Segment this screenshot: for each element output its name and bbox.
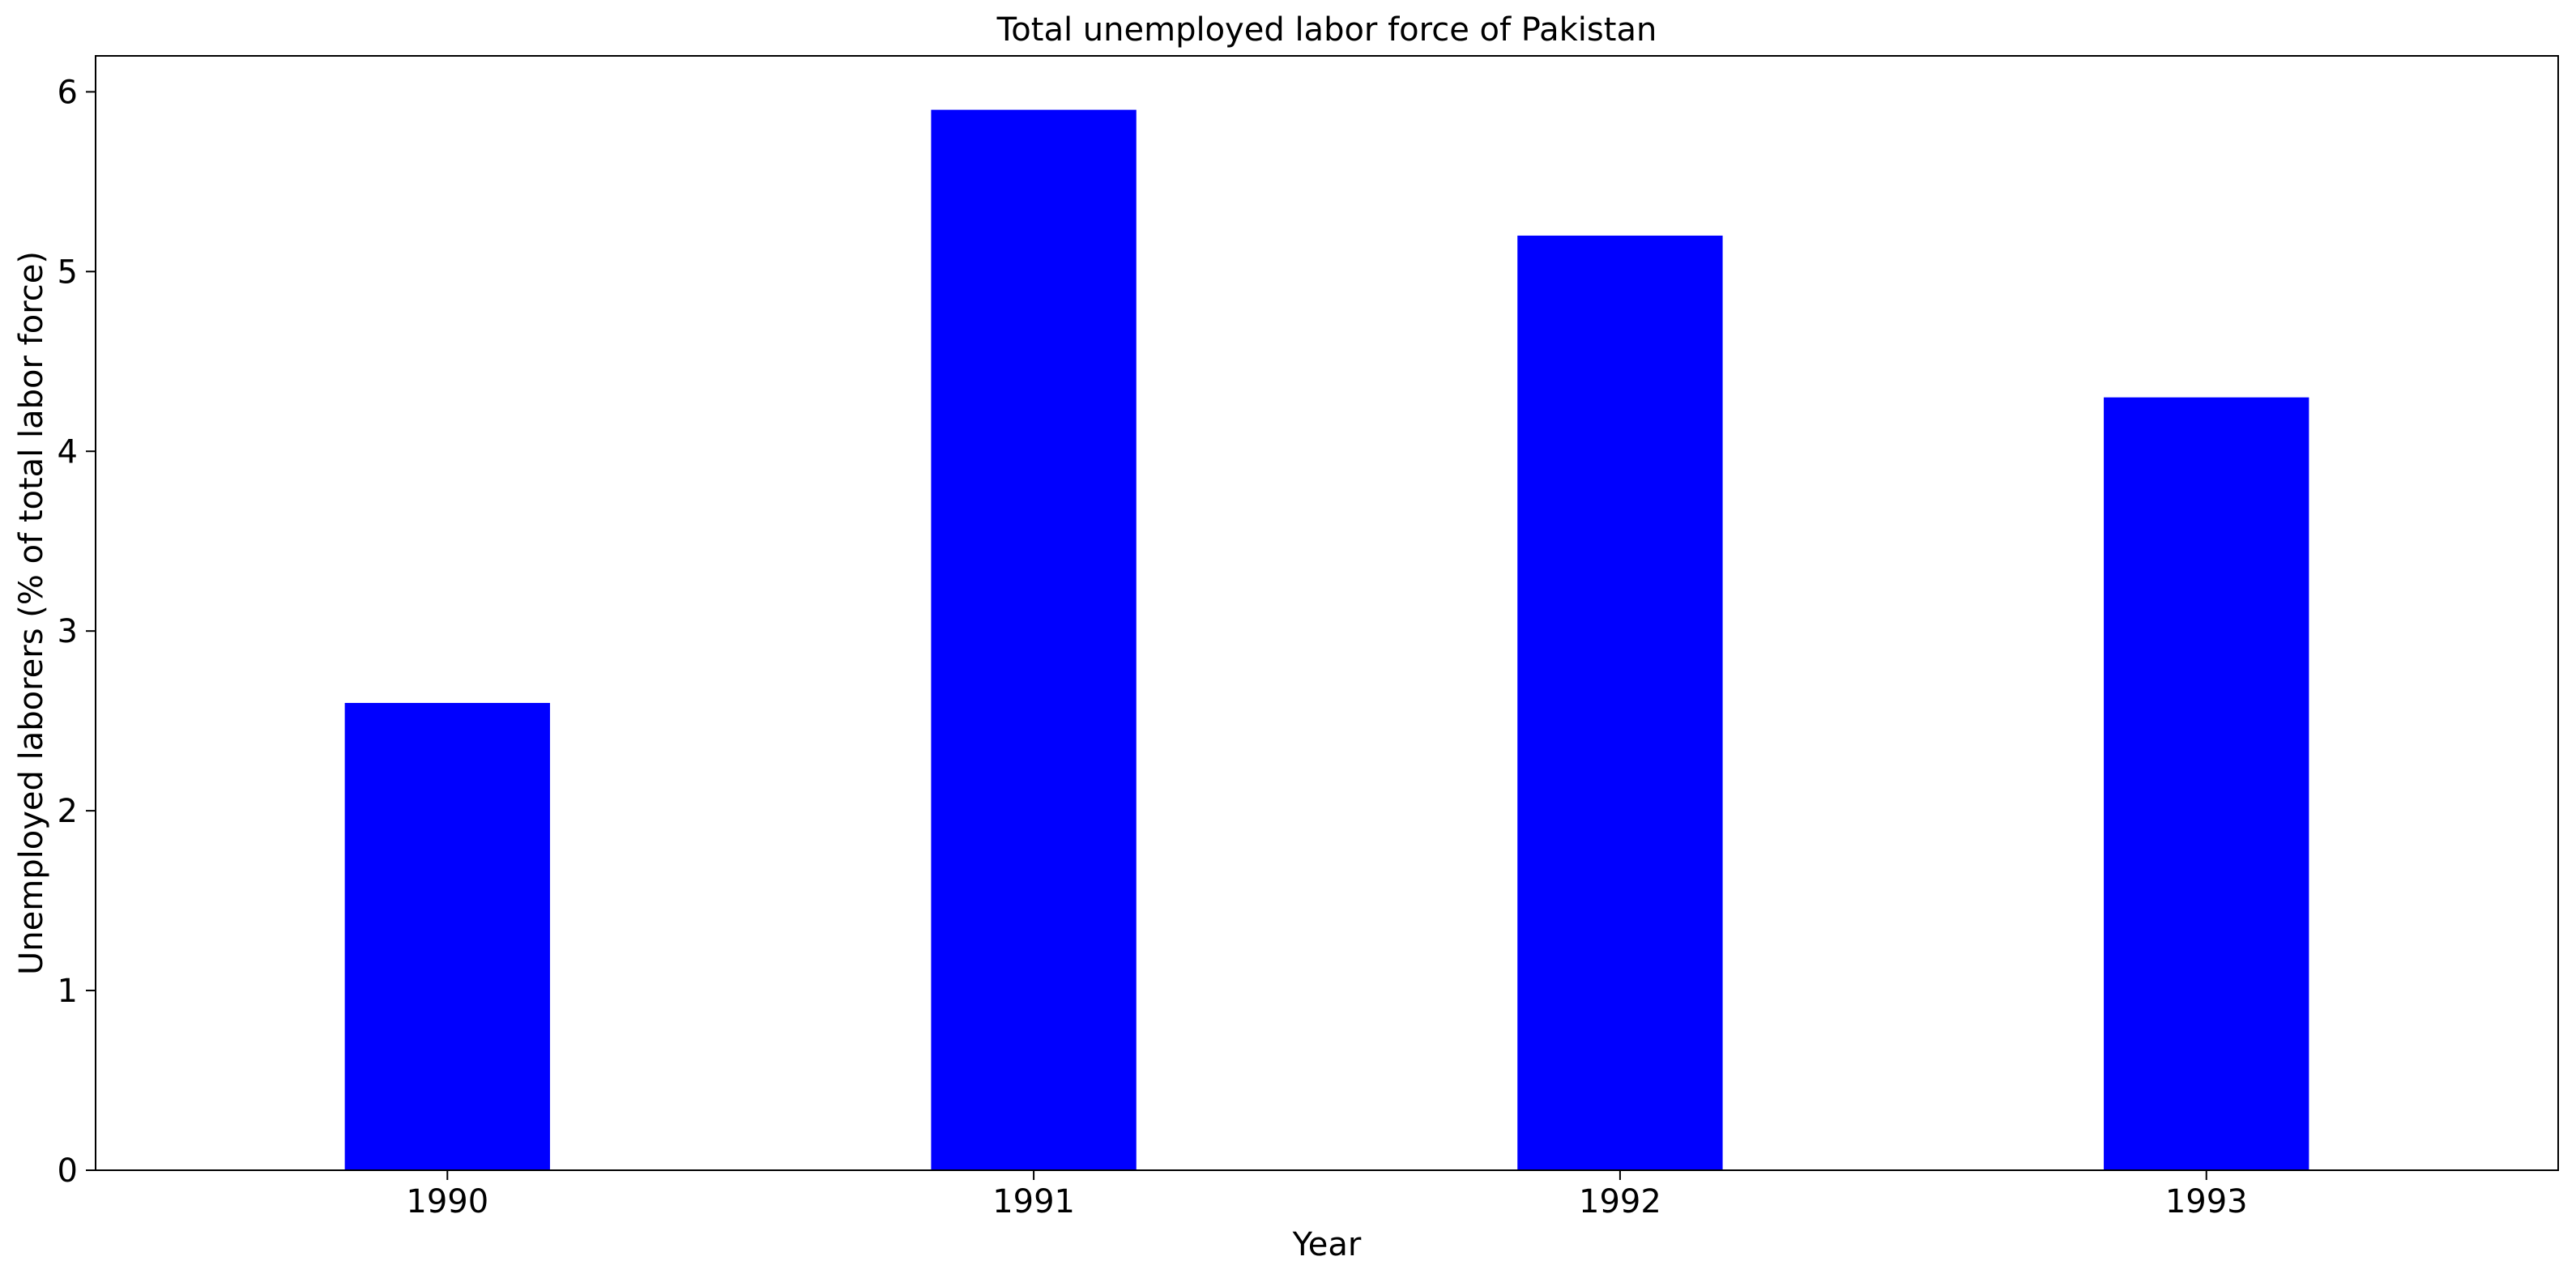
x-ticks: 1990 1991 1992 1993 (406, 1170, 2248, 1220)
x-tick-label: 1990 (406, 1183, 488, 1220)
x-tick-label: 1992 (1579, 1183, 1661, 1220)
x-tick-label: 1993 (2165, 1183, 2248, 1220)
y-tick-label: 0 (58, 1152, 78, 1190)
chart-title: Total unemployed labor force of Pakistan (996, 11, 1657, 49)
x-axis-label: Year (1292, 1226, 1362, 1263)
bar-1993 (2104, 397, 2309, 1170)
bar-1990 (344, 702, 550, 1170)
y-tick-label: 3 (58, 613, 78, 650)
bar-1991 (931, 109, 1137, 1170)
y-ticks: 0 1 2 3 4 5 6 (58, 74, 96, 1190)
x-tick-label: 1991 (992, 1183, 1075, 1220)
bar-1992 (1517, 235, 1723, 1170)
y-tick-label: 2 (58, 793, 78, 830)
y-tick-label: 6 (58, 74, 78, 111)
plot-frame (95, 55, 2559, 1171)
y-tick-label: 4 (58, 433, 78, 471)
y-axis-label: Unemployed laborers (% of total labor fo… (13, 251, 50, 975)
y-tick-label: 5 (58, 253, 78, 291)
y-tick-label: 1 (58, 973, 78, 1010)
bars-layer (344, 109, 2309, 1170)
